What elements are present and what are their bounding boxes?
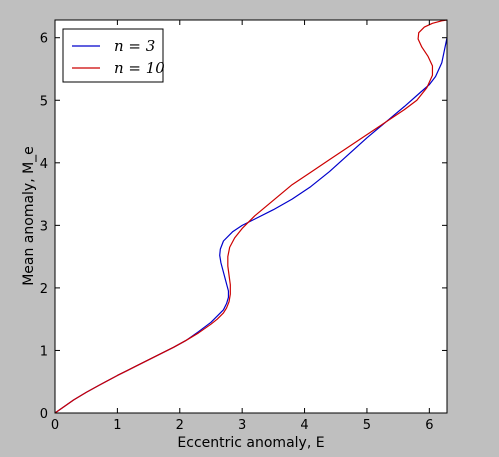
y-axis-label: Mean anomaly, M_e [21,146,37,286]
x-tick-label: 1 [113,418,121,433]
y-tick-label: 3 [40,219,48,234]
legend: n = 3 n = 10 [62,28,165,83]
series-layer [54,19,448,414]
x-tick-label: 2 [176,418,184,433]
x-tick-label: 3 [238,418,246,433]
x-tick-label: 5 [363,418,371,433]
x-tick-label: 0 [51,418,59,433]
x-tick-label: 6 [425,418,433,433]
y-tick-label: 1 [40,344,48,359]
legend-box [62,28,164,83]
y-tick-label: 0 [40,407,48,422]
plot-area [55,20,447,413]
plot-frame [54,19,448,414]
legend-label-n3: n = 3 [114,37,155,55]
y-tick-label: 2 [40,282,48,297]
x-axis-label: Eccentric anomaly, E [177,435,324,451]
series-line-n10 [54,19,448,414]
y-tick-label: 5 [40,94,48,109]
y-tick-label: 6 [40,32,48,47]
legend-label-n10: n = 10 [114,59,165,77]
tick-layer: 0 1 2 3 4 5 6 0 1 2 3 4 5 6 [40,20,447,433]
x-tick-label: 4 [300,418,308,433]
y-tick-label: 4 [40,157,48,172]
